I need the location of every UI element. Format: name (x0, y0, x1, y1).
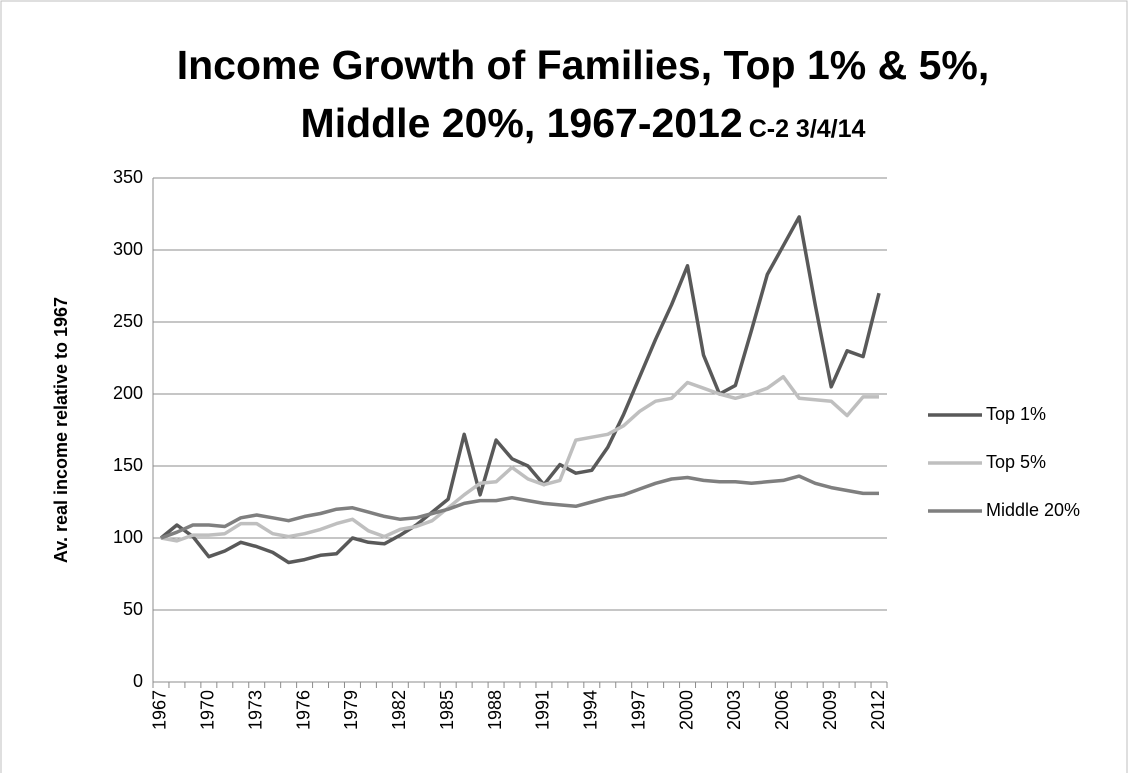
x-tick-label: 1994 (581, 690, 601, 730)
x-tick-label: 1985 (437, 690, 457, 730)
legend-label: Top 5% (986, 452, 1046, 472)
y-tick-label: 100 (113, 527, 143, 547)
x-tick-label: 2003 (724, 690, 744, 730)
x-tick-label: 1988 (485, 690, 505, 730)
x-tick-label: 1967 (150, 690, 170, 730)
x-tick-label: 1976 (293, 690, 313, 730)
legend-label: Middle 20% (986, 500, 1080, 520)
legend-label: Top 1% (986, 404, 1046, 424)
x-tick-label: 1979 (341, 690, 361, 730)
chart-title: Income Growth of Families, Top 1% & 5%, … (148, 36, 1018, 158)
x-tick-label: 1973 (245, 690, 265, 730)
x-tick-label: 2012 (868, 690, 888, 730)
data-line (159, 215, 881, 565)
y-tick-label: 300 (113, 239, 143, 259)
y-axis-label: Av. real income relative to 1967 (51, 297, 71, 563)
x-tick-label: 1970 (198, 690, 218, 730)
x-tick-label: 1997 (628, 690, 648, 730)
y-tick-label: 200 (113, 383, 143, 403)
title-text: Income Growth of Families, Top 1% & 5%, … (176, 42, 990, 146)
data-line (160, 474, 879, 540)
y-tick-label: 50 (123, 599, 143, 619)
y-tick-label: 0 (133, 671, 143, 691)
data-line (160, 374, 879, 543)
y-tick-label: 250 (113, 311, 143, 331)
x-tick-label: 2006 (772, 690, 792, 730)
y-tick-label: 350 (113, 167, 143, 187)
chart-subtitle: C-2 3/4/14 (748, 115, 866, 143)
x-tick-label: 2000 (676, 690, 696, 730)
y-tick-label: 150 (113, 455, 143, 475)
x-tick-label: 1991 (533, 690, 553, 730)
x-tick-label: 2009 (820, 690, 840, 730)
x-tick-label: 1982 (389, 690, 409, 730)
